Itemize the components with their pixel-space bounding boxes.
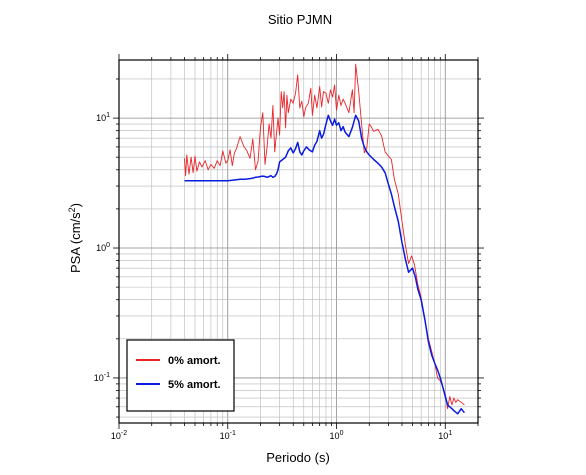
y-tick-label: 10-1 (94, 372, 110, 383)
tick-labels: 10-2 10-1 100 101 10-1 100 101 (94, 112, 453, 441)
x-axis-label: Periodo (s) (266, 450, 330, 465)
series-layer (184, 63, 465, 415)
legend: 0% amort. 5% amort. (126, 339, 235, 412)
legend-label-1: 5% amort. (168, 379, 221, 391)
x-tick-label: 100 (330, 430, 344, 441)
y-axis-label-main: PSA (cm/s (68, 212, 83, 273)
series-line-1 (184, 114, 465, 415)
x-tick-label: 10-1 (220, 430, 236, 441)
y-axis-label: PSA (cm/s2) (67, 203, 83, 273)
y-tick-label: 101 (96, 112, 110, 123)
y-tick-label: 100 (96, 242, 110, 253)
y-axis-label-close: ) (68, 203, 83, 207)
x-tick-label: 10-2 (111, 430, 127, 441)
legend-box (126, 339, 235, 412)
plot-frame (118, 59, 479, 424)
x-tick-label: 101 (438, 430, 452, 441)
legend-label-0: 0% amort. (168, 355, 221, 367)
y-axis-label-sup: 2 (67, 207, 77, 212)
chart-title: Sitio PJMN (268, 12, 332, 27)
series-line-0 (184, 63, 465, 410)
